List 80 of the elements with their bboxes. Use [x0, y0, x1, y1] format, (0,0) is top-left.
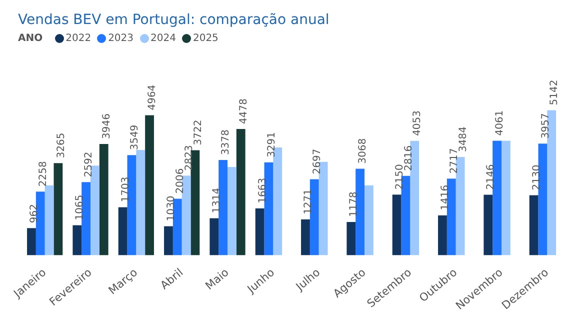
data-label: 4478 — [238, 98, 250, 124]
data-label: 4964 — [147, 84, 158, 110]
bar — [310, 179, 319, 256]
legend-title: ANO — [18, 32, 43, 44]
data-label: 3957 — [540, 113, 552, 139]
bar — [529, 195, 538, 256]
data-label: 3068 — [358, 138, 369, 164]
bar — [438, 215, 447, 256]
bar — [264, 162, 274, 256]
bar — [255, 208, 264, 256]
legend-label: 2024 — [150, 32, 176, 44]
bar — [502, 140, 510, 256]
data-label: 2592 — [84, 152, 95, 178]
bar — [190, 150, 200, 256]
bar — [273, 148, 282, 256]
data-label: 3946 — [101, 114, 112, 139]
data-label: 2130 — [531, 164, 542, 190]
data-label: 3378 — [220, 130, 232, 155]
data-label: 1030 — [166, 196, 178, 222]
bar — [492, 140, 502, 256]
bar — [54, 163, 63, 256]
bar — [210, 218, 219, 256]
data-label: 962 — [29, 204, 40, 224]
data-label: 4053 — [412, 110, 424, 136]
legend-label: 2025 — [192, 32, 218, 44]
bar — [484, 194, 493, 256]
bar — [36, 192, 45, 256]
data-label: 1178 — [348, 192, 360, 218]
data-label: 3722 — [192, 120, 204, 146]
bar — [99, 144, 108, 256]
bar — [446, 178, 456, 256]
data-label: 5142 — [549, 80, 560, 106]
data-label: 2823 — [184, 145, 195, 171]
bar — [27, 228, 36, 256]
bar — [127, 155, 136, 256]
bar — [236, 128, 246, 256]
data-label: 2258 — [38, 161, 49, 187]
bar — [538, 144, 548, 256]
data-label: 2006 — [174, 168, 186, 194]
bar — [118, 207, 128, 256]
bar — [392, 194, 402, 256]
bar — [301, 219, 310, 256]
data-label: 1416 — [440, 184, 452, 210]
bar — [90, 166, 100, 256]
data-label: 4061 — [494, 110, 506, 136]
bar — [172, 198, 182, 256]
bar — [182, 176, 191, 256]
data-label: 1703 — [120, 176, 132, 202]
chart-title: Vendas BEV em Portugal: comparação anual — [17, 11, 330, 30]
data-label: 3265 — [56, 132, 67, 158]
legend-label: 2022 — [66, 32, 92, 44]
legend-label: 2023 — [108, 32, 134, 44]
data-label: 3549 — [129, 124, 140, 150]
bar — [82, 182, 90, 256]
bar — [456, 156, 465, 256]
data-label: 1065 — [74, 194, 86, 220]
bar — [164, 226, 173, 256]
data-label: 3291 — [266, 132, 278, 158]
bar — [410, 140, 420, 256]
data-label: 3484 — [458, 126, 469, 152]
bar — [145, 115, 154, 256]
bar — [136, 150, 146, 256]
data-label: 2697 — [312, 148, 323, 174]
bar — [401, 176, 410, 256]
data-label: 1663 — [257, 178, 268, 204]
data-label: 2717 — [448, 148, 460, 174]
data-label: 2146 — [486, 164, 497, 190]
bar — [72, 225, 82, 256]
bar — [364, 185, 374, 256]
bar — [44, 185, 54, 256]
bar — [218, 160, 228, 256]
bar — [228, 166, 236, 256]
bar — [356, 168, 364, 256]
data-label: 2150 — [394, 164, 406, 190]
data-label: 2816 — [403, 145, 414, 171]
data-label: 1314 — [212, 188, 223, 214]
bar — [318, 162, 328, 256]
bar — [346, 222, 356, 256]
data-label: 1271 — [303, 188, 314, 214]
bar — [547, 110, 556, 256]
